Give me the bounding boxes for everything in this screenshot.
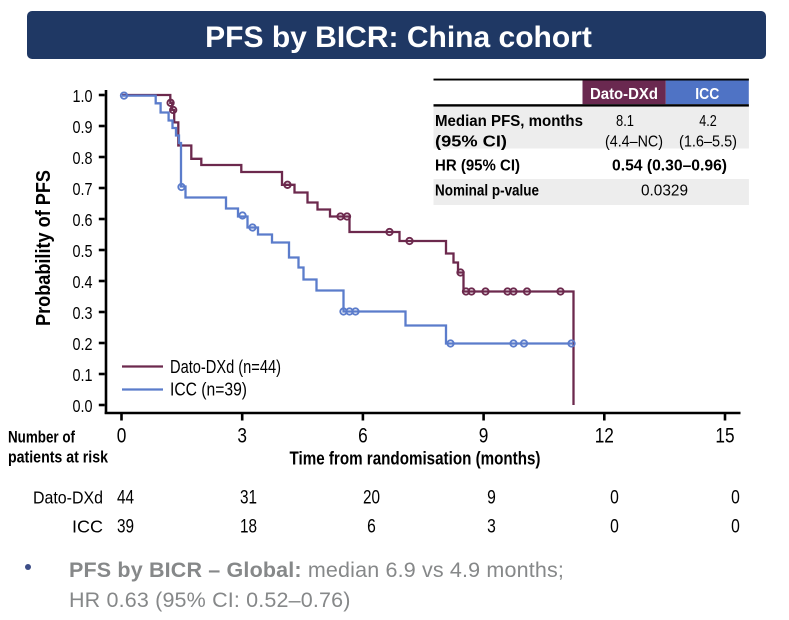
svg-text:0.6: 0.6 xyxy=(73,210,93,230)
svg-text:0.7: 0.7 xyxy=(73,179,93,199)
svg-text:Number of: Number of xyxy=(8,428,75,447)
svg-text:0.0329: 0.0329 xyxy=(641,183,688,200)
svg-text:44: 44 xyxy=(117,488,134,509)
svg-text:8.1: 8.1 xyxy=(616,113,634,130)
svg-text:0.5: 0.5 xyxy=(73,241,93,261)
svg-text:Probability of PFS: Probability of PFS xyxy=(33,170,55,326)
svg-text:39: 39 xyxy=(117,517,134,538)
svg-text:ICC (n=39): ICC (n=39) xyxy=(170,380,247,400)
svg-text:6: 6 xyxy=(367,517,376,538)
svg-text:Median PFS, months: Median PFS, months xyxy=(435,113,583,130)
svg-text:31: 31 xyxy=(240,488,257,509)
svg-text:0: 0 xyxy=(117,425,127,448)
svg-text:20: 20 xyxy=(363,488,380,509)
svg-text:0: 0 xyxy=(731,488,740,509)
svg-text:(1.6–5.5): (1.6–5.5) xyxy=(679,134,737,151)
svg-text:HR (95% CI): HR (95% CI) xyxy=(435,158,520,175)
svg-text:0: 0 xyxy=(610,488,619,509)
svg-text:(4.4–NC): (4.4–NC) xyxy=(605,134,663,151)
svg-text:0: 0 xyxy=(610,517,619,538)
svg-text:Nominal p-value: Nominal p-value xyxy=(435,183,539,200)
svg-text:Dato-DXd: Dato-DXd xyxy=(33,488,103,508)
svg-text:patients at risk: patients at risk xyxy=(8,448,108,467)
svg-text:3: 3 xyxy=(237,425,247,448)
svg-text:6: 6 xyxy=(358,425,368,448)
svg-text:9: 9 xyxy=(487,488,496,509)
svg-text:0.9: 0.9 xyxy=(73,117,93,137)
svg-text:9: 9 xyxy=(479,425,489,448)
svg-text:3: 3 xyxy=(487,517,496,538)
svg-text:0.3: 0.3 xyxy=(73,303,93,323)
svg-text:15: 15 xyxy=(715,425,734,448)
svg-text:Time from randomisation (month: Time from randomisation (months) xyxy=(290,448,541,469)
svg-text:0: 0 xyxy=(731,517,740,538)
svg-text:(95% CI): (95% CI) xyxy=(435,134,507,151)
svg-text:18: 18 xyxy=(240,517,257,538)
svg-text:ICC: ICC xyxy=(695,86,719,103)
svg-text:0.0: 0.0 xyxy=(73,396,93,416)
svg-text:0.1: 0.1 xyxy=(73,365,93,385)
svg-text:ICC: ICC xyxy=(72,517,103,537)
svg-text:Dato-DXd (n=44): Dato-DXd (n=44) xyxy=(170,357,281,377)
svg-text:4.2: 4.2 xyxy=(699,113,717,130)
svg-text:12: 12 xyxy=(595,425,614,448)
svg-text:0.8: 0.8 xyxy=(73,148,93,168)
svg-text:0.4: 0.4 xyxy=(73,272,93,292)
svg-text:0.2: 0.2 xyxy=(73,334,93,354)
svg-text:Dato-DXd: Dato-DXd xyxy=(590,86,658,103)
svg-text:1.0: 1.0 xyxy=(73,86,93,106)
svg-text:0.54 (0.30–0.96): 0.54 (0.30–0.96) xyxy=(612,158,727,175)
